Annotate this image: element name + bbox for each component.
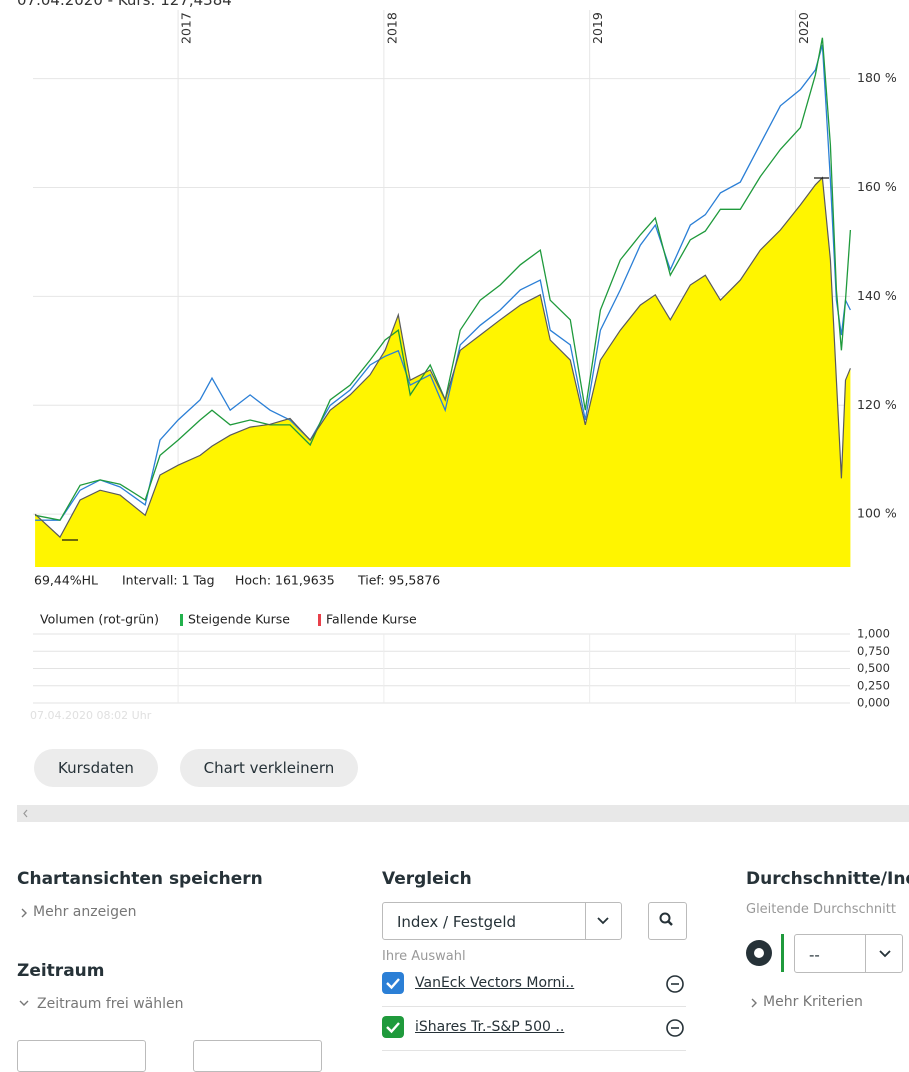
select-value: -- <box>809 946 820 964</box>
scroll-arrow <box>23 809 28 818</box>
section-title: Chartansichten speichern <box>17 869 263 889</box>
chevron <box>597 917 609 925</box>
x-tick-label: 2020 <box>796 12 811 44</box>
legend-label: Fallende Kurse <box>326 612 417 627</box>
select[interactable]: Index / Festgeld <box>382 902 622 940</box>
chevron <box>879 950 891 958</box>
x-tick-label: 2019 <box>590 12 605 44</box>
select-value: Index / Festgeld <box>397 913 517 931</box>
y-tick-label: 1,000 <box>857 627 890 641</box>
button[interactable]: Chart verkleinern <box>180 749 358 787</box>
check-icon <box>386 978 400 990</box>
y-tick-label: 0,000 <box>857 696 890 710</box>
x-tick-label: 2018 <box>384 12 399 44</box>
stat: Tief: 95,5876 <box>357 573 440 588</box>
y-tick-label: 180 % <box>857 70 897 85</box>
radio[interactable] <box>744 938 774 968</box>
label: Ihre Auswahl <box>382 949 466 964</box>
label: Gleitende Durchschnitt <box>746 902 896 917</box>
date-input[interactable] <box>193 1040 322 1072</box>
stat: Hoch: 161,9635 <box>235 573 335 588</box>
remove-button[interactable] <box>665 1018 685 1042</box>
scrollbar[interactable] <box>17 805 909 822</box>
chart: 69,44%HL Intervall: 1 Tag Hoch: 161,9635… <box>30 10 897 722</box>
minus-icon <box>666 975 684 993</box>
y-tick-label: 0,500 <box>857 661 890 675</box>
checkbox[interactable] <box>382 972 404 994</box>
remove-button[interactable] <box>665 974 685 998</box>
select[interactable]: -- <box>794 934 903 973</box>
separator <box>382 1006 686 1007</box>
check-icon <box>386 1022 400 1034</box>
y-tick-label: 0,750 <box>857 644 890 658</box>
quote-header: 07.04.2020 - Kurs: 127,4384 <box>17 0 232 9</box>
search-button[interactable] <box>648 902 687 940</box>
y-tick-label: 0,250 <box>857 678 890 692</box>
checkbox[interactable] <box>382 1016 404 1038</box>
x-tick-label: 2017 <box>179 12 194 44</box>
legend-swatch <box>180 614 183 626</box>
volume-title: Volumen (rot-grün) <box>40 612 159 627</box>
y-tick-label: 140 % <box>857 288 897 303</box>
stat: 69,44%HL <box>34 573 98 588</box>
divider <box>585 903 586 939</box>
button[interactable]: Kursdaten <box>34 749 158 787</box>
link[interactable]: Mehr Kriterien <box>763 994 863 1010</box>
area <box>35 177 851 567</box>
timestamp: 07.04.2020 08:02 Uhr <box>30 709 152 722</box>
stat: Intervall: 1 Tag <box>122 573 215 588</box>
chevron <box>21 908 27 918</box>
y-tick-label: 100 % <box>857 506 897 521</box>
section-title: Vergleich <box>382 869 472 889</box>
chevron <box>751 998 757 1008</box>
comparison-link[interactable]: iShares Tr.-S&P 500 .. <box>415 1019 565 1035</box>
link[interactable]: Mehr anzeigen <box>33 904 137 920</box>
legend-label: Steigende Kurse <box>188 612 290 627</box>
comparison-link[interactable]: VanEck Vectors Morni.. <box>415 975 575 991</box>
date-input[interactable] <box>17 1040 146 1072</box>
color-bar <box>781 934 784 972</box>
minus-icon <box>666 1019 684 1037</box>
search-icon <box>659 912 673 926</box>
legend-swatch <box>318 614 321 626</box>
section-title: Zeitraum <box>17 961 105 981</box>
series-line <box>34 37 852 521</box>
divider <box>865 935 866 972</box>
series-line <box>35 44 851 521</box>
y-tick-label: 120 % <box>857 397 897 412</box>
area-outline <box>34 176 851 539</box>
y-tick-label: 160 % <box>857 179 897 194</box>
link[interactable]: Zeitraum frei wählen <box>37 996 184 1012</box>
section-title: Durchschnitte/Ind <box>746 869 909 889</box>
chevron <box>19 1000 29 1006</box>
